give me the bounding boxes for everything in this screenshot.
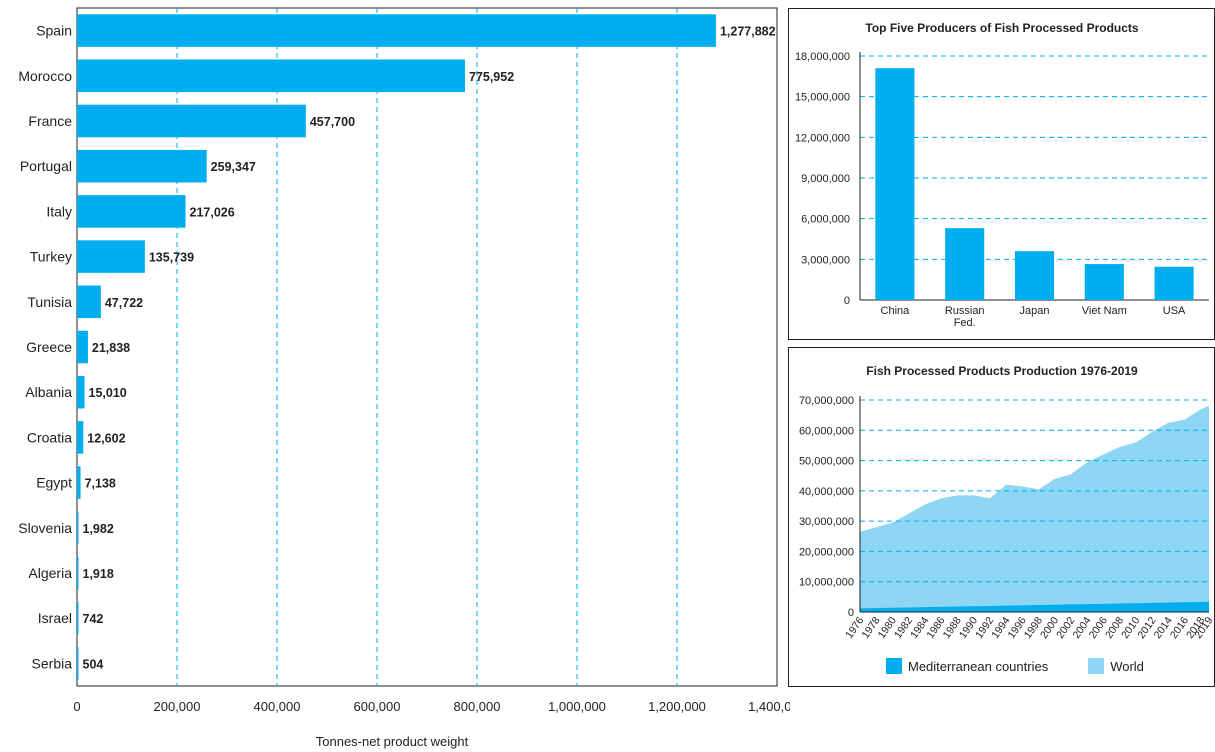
data-label: 12,602 xyxy=(87,431,125,445)
category-label: Italy xyxy=(46,203,72,219)
category-label: Spain xyxy=(36,23,72,39)
bar-greece xyxy=(77,330,88,364)
category-label: Greece xyxy=(26,339,72,355)
category-label: Portugal xyxy=(20,158,72,174)
category-label: Turkey xyxy=(30,249,72,265)
data-label: 259,347 xyxy=(211,160,256,174)
y-tick-label: 60,000,000 xyxy=(799,425,854,437)
x-tick-label: 200,000 xyxy=(154,699,201,714)
x-tick-label: 800,000 xyxy=(454,699,501,714)
data-label: 47,722 xyxy=(105,296,143,310)
legend-swatch-mediterranean xyxy=(886,658,902,674)
bar-turkey xyxy=(77,240,145,273)
y-tick-label: 30,000,000 xyxy=(799,516,854,528)
y-tick-label: 0 xyxy=(844,295,850,307)
data-label: 21,838 xyxy=(92,341,130,355)
bar-algeria xyxy=(77,556,79,590)
legend-label-mediterranean: Mediterranean countries xyxy=(908,658,1049,674)
category-label: USA xyxy=(1163,305,1186,317)
x-tick-label: 1,000,000 xyxy=(548,699,606,714)
chart-title: Fish Processed Products Production 1976-… xyxy=(866,364,1138,378)
category-label: Egypt xyxy=(36,475,72,491)
x-tick-label: 1,400,000 xyxy=(748,699,790,714)
bar-albania xyxy=(77,375,85,409)
data-label: 1,277,882 xyxy=(720,25,776,39)
category-label: France xyxy=(28,113,72,129)
legend-swatch-world xyxy=(1088,658,1105,674)
bar-japan xyxy=(1014,251,1055,300)
data-label: 504 xyxy=(83,657,104,671)
category-label: Russian Fed. xyxy=(945,305,985,329)
x-tick-label: 600,000 xyxy=(354,699,401,714)
bar-spain xyxy=(77,14,716,47)
mediterranean-production-bar-chart: 0 200,000 400,000 600,000 800,000 1,000,000 1,… xyxy=(18,7,790,749)
category-label: China xyxy=(881,305,911,317)
y-tick-label: 6,000,000 xyxy=(801,214,850,226)
y-tick-label: 50,000,000 xyxy=(799,456,854,468)
category-label: Morocco xyxy=(18,68,72,84)
data-label: 7,138 xyxy=(85,477,116,491)
y-tick-label: 10,000,000 xyxy=(799,577,854,589)
y-tick-label: 70,000,000 xyxy=(799,395,854,407)
area-world xyxy=(860,406,1209,612)
data-label: 775,952 xyxy=(469,70,514,84)
data-label: 135,739 xyxy=(149,251,194,265)
data-label: 742 xyxy=(83,612,104,626)
category-label: Slovenia xyxy=(18,520,72,536)
chart-title: Top Five Producers of Fish Processed Pro… xyxy=(865,21,1139,35)
category-label: Croatia xyxy=(27,429,72,445)
bar-israel xyxy=(77,601,79,635)
bar-italy xyxy=(77,195,186,228)
bar-serbia xyxy=(77,647,79,680)
area-chart-legend: Mediterranean countries World xyxy=(886,658,1174,674)
y-tick-label: 9,000,000 xyxy=(801,173,850,185)
bar-tunisia xyxy=(77,285,101,319)
y-tick-label: 12,000,000 xyxy=(795,132,850,144)
y-tick-label: 40,000,000 xyxy=(799,486,854,498)
y-tick-label: 15,000,000 xyxy=(795,92,850,104)
area-mediterranean-countries xyxy=(860,601,1209,612)
category-label: Serbia xyxy=(32,655,73,671)
data-label: 15,010 xyxy=(89,386,127,400)
bar-egypt xyxy=(77,466,81,499)
bar-russian-fed- xyxy=(945,228,985,300)
x-tick-label: 400,000 xyxy=(254,699,301,714)
y-tick-label: 0 xyxy=(848,607,854,619)
y-tick-label: 3,000,000 xyxy=(801,254,850,266)
bar-viet-nam xyxy=(1084,264,1124,300)
category-label: Algeria xyxy=(28,565,72,581)
top-five-producers-chart: Top Five Producers of Fish Processed Pro… xyxy=(788,8,1215,340)
x-axis-label: Tonnes-net product weight xyxy=(316,734,469,749)
production-area-chart: Fish Processed Products Production 1976-… xyxy=(788,347,1215,687)
legend-item-mediterranean: Mediterranean countries xyxy=(886,658,1048,674)
bar-usa xyxy=(1154,266,1194,300)
category-label: Viet Nam xyxy=(1082,305,1127,317)
x-tick-label: 1,200,000 xyxy=(648,699,706,714)
bar-france xyxy=(77,104,306,138)
legend-label-world: World xyxy=(1110,658,1144,674)
bar-morocco xyxy=(77,59,465,93)
bar-china xyxy=(875,68,915,300)
category-label: Tunisia xyxy=(27,294,72,310)
x-tick-label: 0 xyxy=(73,699,80,714)
data-label: 1,982 xyxy=(83,522,114,536)
legend-item-world: World xyxy=(1088,658,1144,674)
bar-portugal xyxy=(77,149,207,183)
data-label: 457,700 xyxy=(310,115,355,129)
category-label: Israel xyxy=(38,610,72,626)
category-label: Japan xyxy=(1020,305,1050,317)
bar-croatia xyxy=(77,421,84,454)
data-label: 1,918 xyxy=(83,567,114,581)
data-label: 217,026 xyxy=(190,205,235,219)
y-tick-label: 20,000,000 xyxy=(799,546,854,558)
bar-slovenia xyxy=(77,511,79,545)
panel-frame xyxy=(788,8,1215,340)
category-label: Albania xyxy=(25,384,72,400)
y-tick-label: 18,000,000 xyxy=(795,51,850,63)
